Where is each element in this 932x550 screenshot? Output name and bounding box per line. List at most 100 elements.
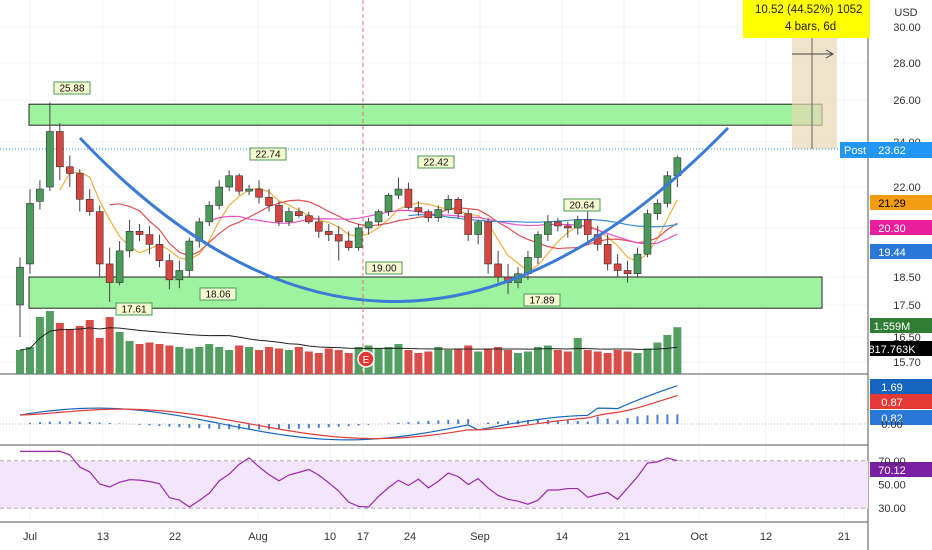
volume-bar <box>215 347 224 374</box>
earnings-icon-label: E <box>363 355 370 366</box>
candle-body <box>474 221 482 235</box>
macd-line <box>19 385 678 441</box>
volume-bar <box>543 345 552 374</box>
measure-duration-text: 4 bars, 6d <box>785 21 837 33</box>
right-price-label: 19.44 <box>878 247 906 259</box>
post-label: Post <box>844 145 866 157</box>
candle-body <box>16 266 24 306</box>
candle-body <box>623 270 632 275</box>
volume-bar <box>284 350 293 374</box>
price-axis-tick: 18.50 <box>893 272 921 284</box>
macd-axis-tick: 0.00 <box>881 419 902 431</box>
candle-body <box>464 213 473 235</box>
time-axis-label: 24 <box>404 531 416 543</box>
price-annotation-label: 22.42 <box>423 158 448 169</box>
volume-bar <box>583 350 592 374</box>
price-axis-tick: 22.00 <box>893 182 921 194</box>
candle-body <box>613 263 622 271</box>
candle-body <box>344 240 353 248</box>
rsi-axis-tick: 70.00 <box>878 456 906 468</box>
time-axis-label: 21 <box>618 531 630 543</box>
candle-body <box>285 211 293 223</box>
price-annotation-label: 17.89 <box>529 296 554 307</box>
candle-body <box>653 203 662 214</box>
candle-body <box>354 227 363 248</box>
price-annotation-box <box>199 287 237 301</box>
volume-bar <box>255 350 264 374</box>
volume-bar <box>533 347 542 374</box>
candle-body <box>225 175 233 188</box>
volume-bar <box>573 338 582 374</box>
candle-body <box>404 188 413 208</box>
earnings-icon <box>357 350 375 368</box>
candle-body <box>314 221 323 232</box>
time-axis-label: 13 <box>97 531 109 543</box>
candle-body <box>46 131 54 188</box>
candle-body <box>454 199 463 214</box>
candle-body <box>633 253 642 275</box>
time-axis-label: 22 <box>169 531 181 543</box>
volume-bar <box>95 338 104 374</box>
volume-bar <box>35 317 44 374</box>
volume-bar <box>175 347 184 374</box>
right-price-label-bg <box>870 318 932 333</box>
volume-bar <box>145 342 154 374</box>
volume-bar <box>494 347 503 374</box>
volume-bar <box>274 348 283 374</box>
candle-body <box>36 188 44 202</box>
right-price-label-bg <box>870 410 932 425</box>
volume-bar <box>454 348 463 374</box>
volume-bar <box>414 353 423 374</box>
price-annotation-box <box>53 81 91 95</box>
volume-bar <box>474 351 483 374</box>
candle-body <box>105 263 114 283</box>
volume-bar <box>75 326 84 374</box>
measure-change-text: 10.52 (44.52%) 1052 <box>755 4 863 16</box>
volume-bar <box>673 327 682 374</box>
candle-body <box>175 270 184 281</box>
volume-bar <box>265 347 273 374</box>
volume-bar <box>623 351 632 374</box>
time-axis-label: 10 <box>324 531 336 543</box>
candle-body <box>215 186 223 206</box>
volume-bar <box>235 345 244 374</box>
currency-button[interactable]: USD <box>894 7 918 19</box>
right-price-label-bg <box>870 462 932 477</box>
candle-body <box>155 244 164 261</box>
price-annotation-box <box>365 261 403 275</box>
volume-bar <box>553 350 562 374</box>
volume-bar <box>205 344 214 374</box>
candle-body <box>544 221 552 235</box>
candle-body <box>275 205 283 223</box>
cup-curve <box>78 126 730 303</box>
volume-bar <box>55 323 64 374</box>
candle-body <box>26 203 34 265</box>
macd-signal-line <box>19 394 678 440</box>
support-zone <box>28 276 823 309</box>
price-annotation-box <box>523 293 561 307</box>
volume-bar <box>484 348 493 374</box>
right-price-label: 0.82 <box>881 413 902 425</box>
volume-bar <box>434 347 443 374</box>
time-axis-label: 17 <box>357 531 369 543</box>
measure-range-box <box>792 36 837 149</box>
volume-bar <box>294 347 303 374</box>
right-price-label: 1.559M <box>874 321 911 333</box>
price-axis-tick: 28.00 <box>893 58 921 70</box>
sma-blue-line <box>408 214 678 228</box>
candle-body <box>663 175 672 204</box>
price-annotation-box <box>249 147 287 161</box>
right-price-label: 1.69 <box>881 382 902 394</box>
candle-body <box>364 221 373 229</box>
candle-body <box>95 211 104 265</box>
price-axis-tick: 17.50 <box>893 300 921 312</box>
candle-body <box>245 188 253 192</box>
candle-body <box>66 166 74 174</box>
right-price-label: 20.30 <box>878 223 906 235</box>
candle-body <box>165 260 174 281</box>
volume-bar <box>115 332 124 374</box>
post-value: 23.62 <box>878 145 906 157</box>
right-price-label-bg <box>870 220 932 235</box>
volume-bar <box>404 350 413 374</box>
